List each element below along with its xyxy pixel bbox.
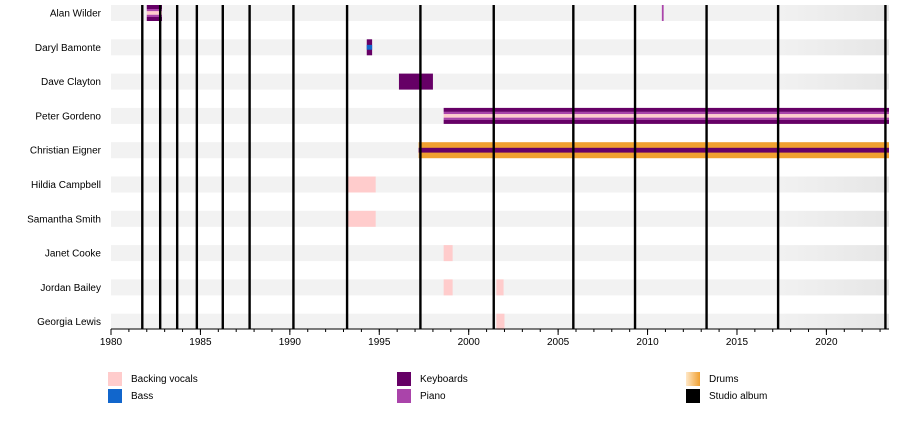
member-bar-jordan-bailey-2 (496, 279, 504, 296)
row-background (111, 210, 889, 227)
member-bar-dave-clayton-1 (398, 73, 433, 90)
member-label-alan-wilder: Alan Wilder (50, 9, 102, 20)
x-tick-label-2015: 2015 (726, 337, 749, 348)
member-label-daryl-bamonte: Daryl Bamonte (35, 43, 102, 54)
member-label-dave-clayton: Dave Clayton (41, 77, 101, 88)
member-label-jordan-bailey: Jordan Bailey (40, 283, 101, 294)
member-bar-jordan-bailey-1 (443, 279, 453, 296)
x-tick-label-2000: 2000 (458, 337, 481, 348)
member-bar-christian-eigner-1 (418, 142, 889, 159)
row-background (111, 73, 889, 90)
row-background (111, 39, 889, 56)
member-bar-daryl-bamonte-1 (366, 39, 373, 56)
member-bar-alan-wilder-2 (661, 5, 664, 21)
member-labels: Alan Wilder Daryl Bamonte Dave Clayton Pete… (27, 9, 102, 329)
x-tick-label-1990: 1990 (279, 337, 302, 348)
member-bars (146, 5, 889, 330)
row-background (111, 5, 889, 21)
member-bar-janet-cooke-1 (443, 245, 453, 262)
member-bar-georgia-lewis-1 (496, 313, 505, 330)
x-tick-label-1995: 1995 (368, 337, 391, 348)
x-tick-label-2005: 2005 (547, 337, 570, 348)
studio-album-lines (141, 5, 887, 329)
row-background (111, 176, 889, 193)
member-bar-hildia-campbell-1 (347, 176, 376, 193)
member-bar-peter-gordeno-1 (443, 107, 889, 124)
member-bar-samantha-smith-1 (347, 210, 376, 227)
member-bar-alan-wilder-1 (146, 5, 162, 21)
member-label-samantha-smith: Samantha Smith (27, 214, 101, 225)
x-tick-label-2010: 2010 (636, 337, 659, 348)
member-label-peter-gordeno: Peter Gordeno (35, 111, 101, 122)
member-label-janet-cooke: Janet Cooke (45, 249, 102, 260)
member-label-christian-eigner: Christian Eigner (30, 146, 102, 157)
member-label-hildia-campbell: Hildia Campbell (31, 180, 101, 191)
x-tick-label-1985: 1985 (189, 337, 212, 348)
row-background (111, 245, 889, 262)
member-label-georgia-lewis: Georgia Lewis (37, 317, 101, 328)
x-axis: 1980 1985 1990 1995 2000 2005 2010 2015 2020 (100, 328, 889, 348)
x-tick-label-2020: 2020 (815, 337, 838, 348)
x-tick-label-1980: 1980 (100, 337, 123, 348)
